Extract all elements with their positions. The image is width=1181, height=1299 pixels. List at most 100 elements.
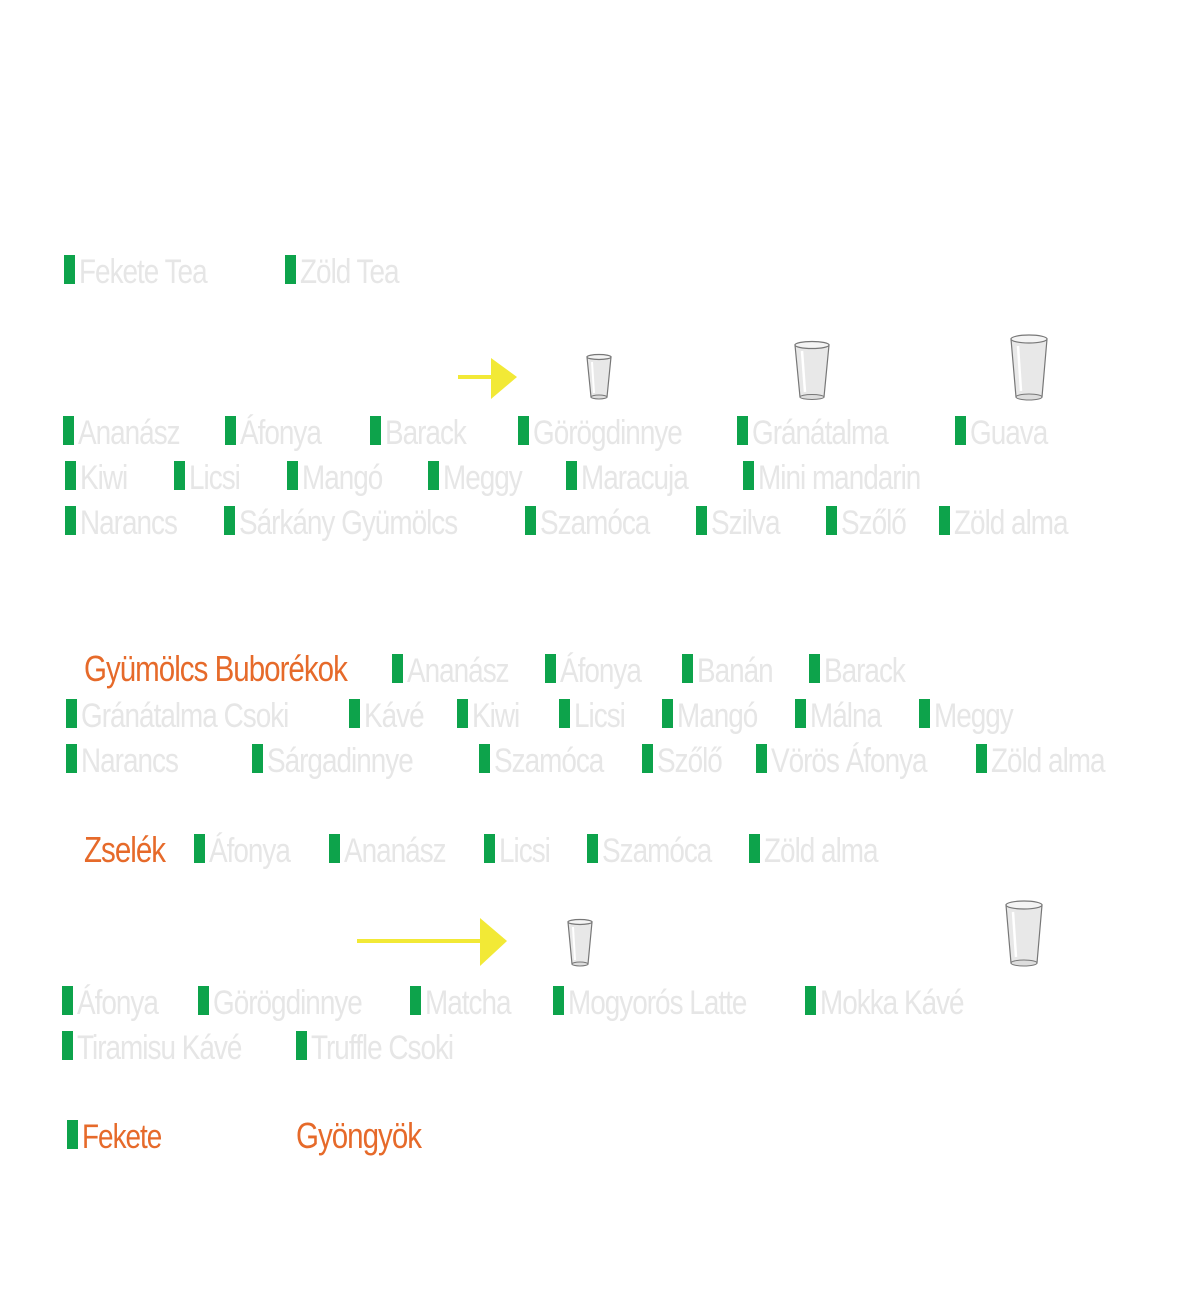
- bubble-option[interactable]: Barack: [809, 652, 923, 692]
- selected-marker-icon: [62, 1031, 73, 1060]
- selected-marker-icon: [976, 744, 987, 773]
- fruit-flavor-option[interactable]: Mini mandarin: [743, 459, 956, 499]
- milk-flavor-option[interactable]: Áfonya: [62, 984, 176, 1024]
- option-label: Zöld Tea: [300, 253, 400, 291]
- fruit-flavor-option[interactable]: Mangó: [287, 459, 400, 499]
- bubble-option[interactable]: Licsi: [559, 697, 636, 737]
- bubble-option[interactable]: Gránátalma Csoki: [66, 697, 334, 737]
- fruit-flavor-option[interactable]: Kiwi: [65, 459, 138, 499]
- option-label: Szamóca: [540, 504, 650, 542]
- option-label: Truffle Csoki: [311, 1029, 454, 1067]
- milk-flavor-option[interactable]: Matcha: [410, 984, 529, 1024]
- selected-marker-icon: [428, 461, 439, 490]
- option-label: Görögdinnye: [533, 414, 683, 452]
- option-label: Gránátalma Csoki: [81, 697, 289, 735]
- fruit-flavor-option[interactable]: Maracuja: [566, 459, 711, 499]
- selected-marker-icon: [518, 416, 529, 445]
- selected-marker-icon: [662, 699, 673, 728]
- selected-marker-icon: [696, 506, 707, 535]
- fruit-flavor-option[interactable]: Licsi: [174, 459, 251, 499]
- selected-marker-icon: [67, 1120, 78, 1149]
- selected-marker-icon: [743, 461, 754, 490]
- selected-marker-icon: [553, 986, 564, 1015]
- bubble-option[interactable]: Málna: [795, 697, 897, 737]
- fruit-flavor-option[interactable]: Zöld alma: [939, 504, 1092, 544]
- option-label: Tiramisu Kávé: [77, 1029, 242, 1067]
- option-label: Ananász: [344, 832, 447, 870]
- option-label: Barack: [824, 652, 906, 690]
- option-label: Szamóca: [602, 832, 712, 870]
- selected-marker-icon: [457, 699, 468, 728]
- milk-flavor-option[interactable]: Tiramisu Kávé: [62, 1029, 277, 1069]
- option-label: Ananász: [407, 652, 510, 690]
- option-label: Meggy: [443, 459, 523, 497]
- fruit-flavor-option[interactable]: Sárkány Gyümölcs: [224, 504, 505, 544]
- selected-marker-icon: [642, 744, 653, 773]
- fruit-flavor-option[interactable]: Guava: [955, 414, 1064, 454]
- cup-icon[interactable]: [1004, 899, 1044, 969]
- fruit-flavor-option[interactable]: Szőlő: [826, 504, 920, 544]
- jelly-option[interactable]: Szamóca: [587, 832, 735, 872]
- cup-icon[interactable]: [793, 340, 831, 402]
- bubble-option[interactable]: Áfonya: [545, 652, 659, 692]
- option-label: Zöld alma: [954, 504, 1069, 542]
- selected-marker-icon: [225, 416, 236, 445]
- bubble-option[interactable]: Meggy: [919, 697, 1030, 737]
- fruit-flavor-option[interactable]: Gránátalma: [737, 414, 918, 454]
- bubble-option[interactable]: Szőlő: [642, 742, 736, 782]
- bubble-option[interactable]: Zöld alma: [976, 742, 1129, 782]
- selected-marker-icon: [349, 699, 360, 728]
- cup-icon[interactable]: [566, 918, 594, 968]
- selected-marker-icon: [287, 461, 298, 490]
- fruit-flavor-option[interactable]: Narancs: [65, 504, 198, 544]
- milk-flavor-option[interactable]: Mogyorós Latte: [553, 984, 786, 1024]
- jelly-option[interactable]: Áfonya: [194, 832, 308, 872]
- selected-marker-icon: [410, 986, 421, 1015]
- bubble-option[interactable]: Kiwi: [457, 697, 530, 737]
- option-label: Matcha: [425, 984, 512, 1022]
- bubbles-heading: Gyümölcs Buborékok: [84, 648, 348, 689]
- option-label: Gránátalma: [752, 414, 889, 452]
- option-label: Licsi: [189, 459, 241, 497]
- selected-marker-icon: [224, 506, 235, 535]
- selected-marker-icon: [795, 699, 806, 728]
- milk-flavor-option[interactable]: Görögdinnye: [198, 984, 395, 1024]
- fruit-flavor-option[interactable]: Ananász: [63, 414, 202, 454]
- cup-icon[interactable]: [585, 353, 613, 401]
- selected-marker-icon: [484, 834, 495, 863]
- bubble-option[interactable]: Mangó: [662, 697, 775, 737]
- selected-marker-icon: [66, 744, 77, 773]
- pearl-option[interactable]: Fekete: [67, 1118, 179, 1158]
- selected-marker-icon: [955, 416, 966, 445]
- bubble-option[interactable]: Sárgadinnye: [252, 742, 445, 782]
- selected-marker-icon: [252, 744, 263, 773]
- fruit-flavor-option[interactable]: Barack: [370, 414, 484, 454]
- fruit-flavor-option[interactable]: Szilva: [696, 504, 795, 544]
- bubble-option[interactable]: Kávé: [349, 697, 437, 737]
- option-label: Vörös Áfonya: [771, 742, 928, 780]
- bubble-option[interactable]: Banán: [682, 652, 789, 692]
- option-label: Szőlő: [841, 504, 907, 542]
- tea-option[interactable]: Zöld Tea: [285, 253, 420, 293]
- bubble-option[interactable]: Vörös Áfonya: [756, 742, 961, 782]
- bubble-option[interactable]: Ananász: [392, 652, 531, 692]
- selected-marker-icon: [737, 416, 748, 445]
- option-label: Maracuja: [581, 459, 689, 497]
- milk-flavor-option[interactable]: Truffle Csoki: [296, 1029, 484, 1069]
- fruit-flavor-option[interactable]: Áfonya: [225, 414, 339, 454]
- jelly-option[interactable]: Licsi: [484, 832, 561, 872]
- selected-marker-icon: [66, 699, 77, 728]
- selected-marker-icon: [65, 461, 76, 490]
- fruit-flavor-option[interactable]: Meggy: [428, 459, 539, 499]
- tea-option[interactable]: Fekete Tea: [64, 253, 235, 293]
- fruit-flavor-option[interactable]: Görögdinnye: [518, 414, 715, 454]
- milk-flavor-option[interactable]: Mokka Kávé: [805, 984, 995, 1024]
- selected-marker-icon: [525, 506, 536, 535]
- bubble-option[interactable]: Szamóca: [479, 742, 627, 782]
- jelly-option[interactable]: Ananász: [329, 832, 468, 872]
- selected-marker-icon: [62, 986, 73, 1015]
- jelly-option[interactable]: Zöld alma: [749, 832, 902, 872]
- fruit-flavor-option[interactable]: Szamóca: [525, 504, 673, 544]
- bubble-option[interactable]: Narancs: [66, 742, 199, 782]
- cup-icon[interactable]: [1009, 333, 1049, 403]
